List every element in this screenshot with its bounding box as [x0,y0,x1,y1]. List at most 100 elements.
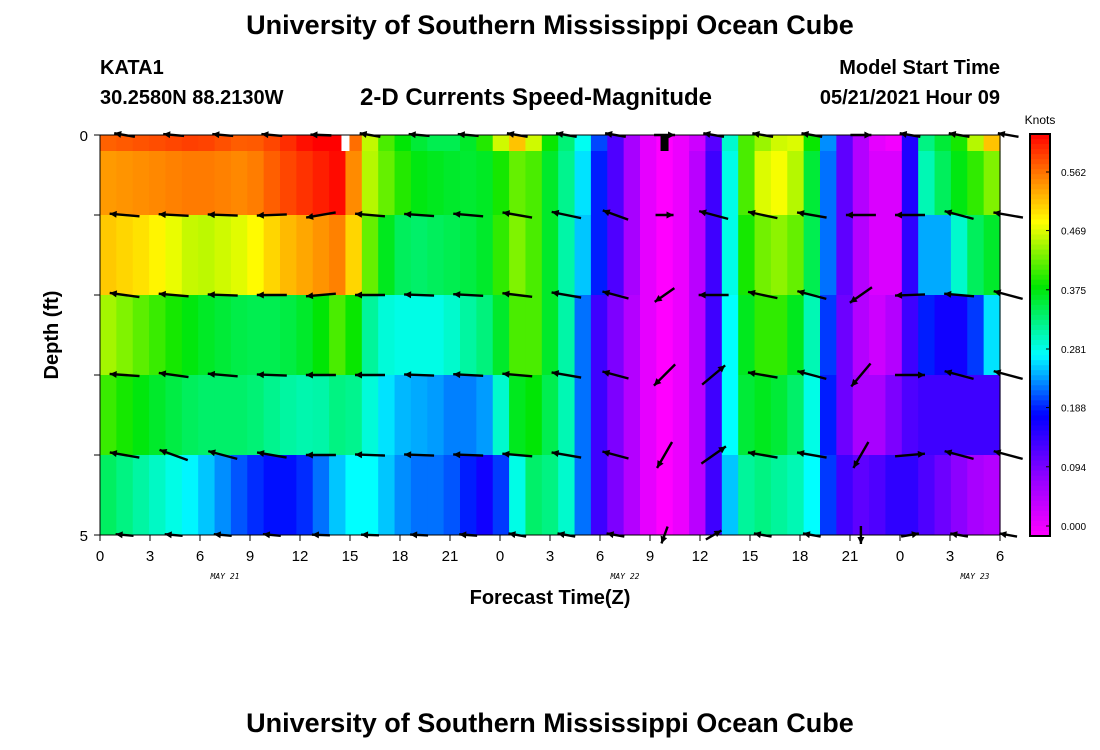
heatmap-cell [230,215,248,295]
colorbar-segment [1030,355,1050,361]
heatmap-cell [378,151,396,215]
heatmap-cell [640,215,657,295]
heatmap-cell [443,295,461,375]
heatmap-cell [476,295,494,375]
colorbar-tick-label: 0.188 [1061,404,1086,415]
current-vector-head [208,449,216,457]
heatmap-cell [427,455,445,535]
heatmap-cell [296,135,314,151]
heatmap-cell [263,215,281,295]
colorbar-segment [1030,445,1050,452]
heatmap-cell [378,455,396,535]
current-vector-head [605,130,613,138]
current-vector-head [453,451,461,459]
heatmap-cell [787,375,805,455]
heatmap-cell [672,135,690,151]
heatmap-cell [852,215,870,295]
heatmap-cell [132,295,150,375]
colorbar-segment [1030,360,1050,366]
current-vector-head [256,291,264,299]
colorbar-segment [1030,149,1050,155]
colorbar-segment [1030,370,1050,376]
heatmap-cell [885,215,903,295]
heatmap-cell [263,135,281,151]
heatmap-cell [869,215,887,295]
heatmap-cell [525,215,543,295]
heatmap-cell [312,455,330,535]
x-tick-label: 18 [792,548,809,565]
heatmap-cell [885,295,903,375]
heatmap-cell [967,135,985,151]
x-tick-label: 18 [392,548,409,565]
heatmap-cell [181,295,199,375]
current-vector-head [993,449,1002,457]
current-vector-head [207,211,215,219]
heatmap-cell [640,455,657,535]
heatmap-cell [394,455,412,535]
heatmap-cell [230,375,248,455]
heatmap-cell [672,215,690,295]
current-vector-head [551,450,560,458]
x-tick-label: 21 [842,548,859,565]
heatmap-cell [280,215,297,295]
heatmap-cell [329,455,347,535]
colorbar-segment [1030,440,1050,447]
heatmap-cell [476,375,494,455]
current-vector-head [355,291,362,299]
heatmap-cell [574,455,592,535]
heatmap-cell [165,135,183,151]
heatmap-cell [705,215,723,295]
heatmap-cell [836,135,854,151]
heatmap-cell [410,215,428,295]
current-vector-head [159,448,168,456]
current-vector-head [305,371,313,379]
colorbar-segment [1030,395,1050,401]
heatmap-cell [509,455,527,535]
colorbar-segment [1030,189,1050,195]
current-vector-head [355,371,362,379]
heatmap-cell [934,215,952,295]
heatmap-cell [754,455,772,535]
heatmap-cell [901,455,919,535]
heatmap-cell [165,215,183,295]
colorbar-segment [1030,505,1050,512]
heatmap-cell [770,295,788,375]
colorbar-segment [1030,525,1050,532]
y-tick-label: 5 [80,528,88,545]
heatmap-cell [345,215,363,295]
heatmap-cell [460,151,477,215]
heatmap-cell [296,295,314,375]
heatmap-cell [934,151,952,215]
heatmap-cells [100,135,1001,535]
heatmap-cell [934,455,952,535]
heatmap-cell [361,135,379,151]
heatmap-cell [869,375,887,455]
heatmap-cell [198,295,216,375]
heatmap-cell [361,295,379,375]
colorbar-segment [1030,244,1050,251]
heatmap-cell [885,151,903,215]
heatmap-cell [721,135,739,151]
heatmap-cell [181,455,199,535]
heatmap-cell [590,295,608,375]
colorbar-segment [1030,194,1050,200]
x-axis-label: Forecast Time(Z) [470,587,631,609]
heatmap-cell [836,455,854,535]
heatmap-cell [869,135,887,151]
heatmap-cell [296,455,314,535]
heatmap-cell [983,295,1001,375]
colorbar-segment [1030,299,1050,306]
heatmap-cell [181,151,199,215]
heatmap-cell [100,375,117,455]
heatmap-cell [214,455,232,535]
heatmap-cell [640,151,657,215]
heatmap-cell [754,135,772,151]
heatmap-cell [983,455,1001,535]
x-tick-label: 12 [692,548,709,565]
bottom-title: University of Southern Mississippi Ocean… [246,708,854,738]
heatmap-cell [820,215,837,295]
colorbar-segment [1030,475,1050,482]
heatmap-cell [394,135,412,151]
heatmap-cell [787,151,805,215]
heatmap-cell [509,375,527,455]
